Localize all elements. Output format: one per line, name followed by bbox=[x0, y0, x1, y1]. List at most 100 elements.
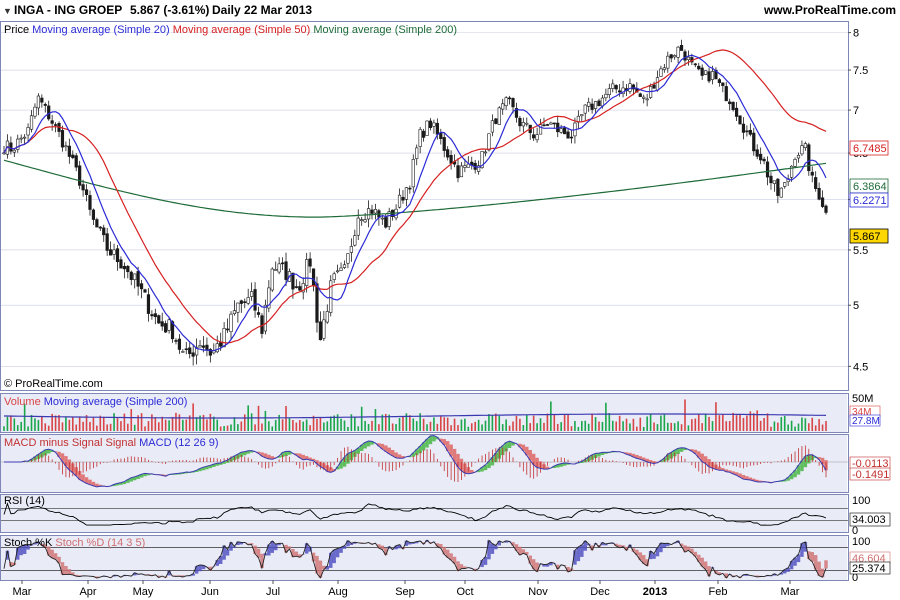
volume-bar bbox=[378, 424, 380, 431]
volume-bar bbox=[268, 421, 270, 431]
volume-bar bbox=[639, 417, 642, 431]
ma200-line bbox=[3, 159, 827, 218]
candle-body bbox=[219, 342, 223, 347]
volume-bar bbox=[226, 425, 229, 431]
legend-item: Moving average (Simple 200) bbox=[41, 396, 188, 408]
candle-body bbox=[628, 83, 632, 92]
candle-body bbox=[325, 311, 329, 323]
candle-body bbox=[332, 273, 336, 280]
volume-bar bbox=[735, 415, 738, 431]
volume-bar bbox=[223, 426, 225, 431]
volume-bar bbox=[295, 422, 298, 431]
candle-body bbox=[195, 346, 199, 356]
volume-bar bbox=[715, 402, 717, 431]
volume-legend: Volume Moving average (Simple 200) bbox=[4, 396, 187, 408]
candle-body bbox=[67, 145, 71, 157]
candle-body bbox=[759, 153, 763, 161]
volume-bar bbox=[323, 422, 325, 431]
x-tick-label: Aug bbox=[328, 586, 348, 598]
volume-bar bbox=[495, 413, 497, 431]
volume-bar bbox=[814, 425, 817, 431]
volume-bar bbox=[302, 421, 305, 431]
volume-bar bbox=[677, 421, 679, 431]
candle-body bbox=[122, 265, 126, 270]
x-tick-label: Dec bbox=[590, 586, 610, 598]
volume-bar bbox=[16, 425, 19, 431]
volume-bar bbox=[367, 424, 370, 431]
volume-bar bbox=[61, 422, 64, 431]
volume-bar bbox=[701, 423, 703, 431]
volume-bar bbox=[439, 415, 442, 431]
candle-body bbox=[160, 321, 164, 327]
candle-body bbox=[71, 154, 75, 159]
macd-legend: MACD minus Signal Signal MACD (12 26 9) bbox=[4, 437, 219, 449]
candle-body bbox=[102, 227, 106, 236]
volume-bar bbox=[250, 413, 253, 431]
candle-body bbox=[525, 122, 529, 125]
volume-bar bbox=[663, 414, 666, 431]
volume-bar bbox=[309, 425, 311, 431]
volume-bar bbox=[68, 419, 71, 431]
candle-body bbox=[23, 136, 27, 139]
volume-bar bbox=[649, 414, 652, 431]
x-tick-label: Apr bbox=[79, 586, 96, 598]
price-tag: 5.867 bbox=[849, 228, 889, 244]
ma50-line bbox=[3, 49, 827, 344]
volume-bar bbox=[395, 424, 397, 431]
quote-value: 5.867 (-3.61%) bbox=[130, 3, 209, 17]
volume-bar bbox=[219, 426, 222, 431]
volume-bars bbox=[3, 399, 827, 431]
candle-body bbox=[177, 338, 182, 350]
volume-bar bbox=[433, 417, 435, 431]
candle-body bbox=[366, 208, 371, 220]
candle-body bbox=[693, 63, 697, 66]
stoch-chart bbox=[1, 539, 848, 579]
candle-body bbox=[205, 344, 209, 351]
volume-bar bbox=[488, 414, 490, 431]
candle-body bbox=[669, 54, 673, 59]
legend-item: Stoch %D (14 3 5) bbox=[52, 537, 145, 549]
site-link[interactable]: www.ProRealTime.com bbox=[763, 3, 896, 17]
legend-item: Moving average (Simple 50) bbox=[170, 24, 311, 36]
candle-body bbox=[796, 155, 801, 159]
candle-body bbox=[40, 97, 44, 103]
rsi-line bbox=[3, 502, 827, 526]
volume-bar bbox=[821, 424, 824, 431]
candle-body bbox=[353, 235, 357, 246]
candle-body bbox=[253, 289, 257, 311]
dropdown-icon[interactable]: ▼ bbox=[3, 6, 12, 16]
volume-bar bbox=[560, 422, 562, 431]
candle-body bbox=[346, 253, 350, 264]
volume-bar bbox=[567, 414, 569, 431]
volume-bar bbox=[780, 417, 783, 431]
x-tick-label: Jul bbox=[266, 586, 280, 598]
volume-bar bbox=[563, 414, 566, 431]
candle-body bbox=[666, 55, 670, 69]
candle-body bbox=[487, 133, 491, 151]
candle-body bbox=[580, 114, 584, 117]
volume-bar bbox=[333, 415, 335, 431]
volume-bar bbox=[37, 419, 40, 431]
candle-body bbox=[755, 149, 759, 157]
volume-bar bbox=[178, 414, 181, 431]
candle-body bbox=[153, 313, 157, 318]
candle-body bbox=[191, 352, 195, 357]
volume-bar bbox=[770, 426, 772, 431]
price-y-tick: 7.5 bbox=[853, 65, 868, 77]
candle-body bbox=[686, 56, 691, 60]
rsi-chart bbox=[1, 502, 848, 526]
volume-bar bbox=[756, 410, 759, 431]
price-candles bbox=[2, 39, 828, 366]
candle-body bbox=[800, 145, 804, 155]
volume-bar bbox=[763, 417, 765, 431]
tag-box bbox=[849, 561, 891, 575]
volume-bar bbox=[618, 415, 621, 431]
legend-item: MACD minus Signal bbox=[4, 437, 102, 449]
candle-body bbox=[631, 84, 635, 90]
candle-body bbox=[769, 175, 773, 184]
candle-body bbox=[33, 106, 37, 117]
candle-body bbox=[74, 155, 78, 168]
candle-body bbox=[790, 165, 794, 178]
volume-bar bbox=[99, 415, 102, 431]
volume-bar bbox=[673, 423, 676, 431]
